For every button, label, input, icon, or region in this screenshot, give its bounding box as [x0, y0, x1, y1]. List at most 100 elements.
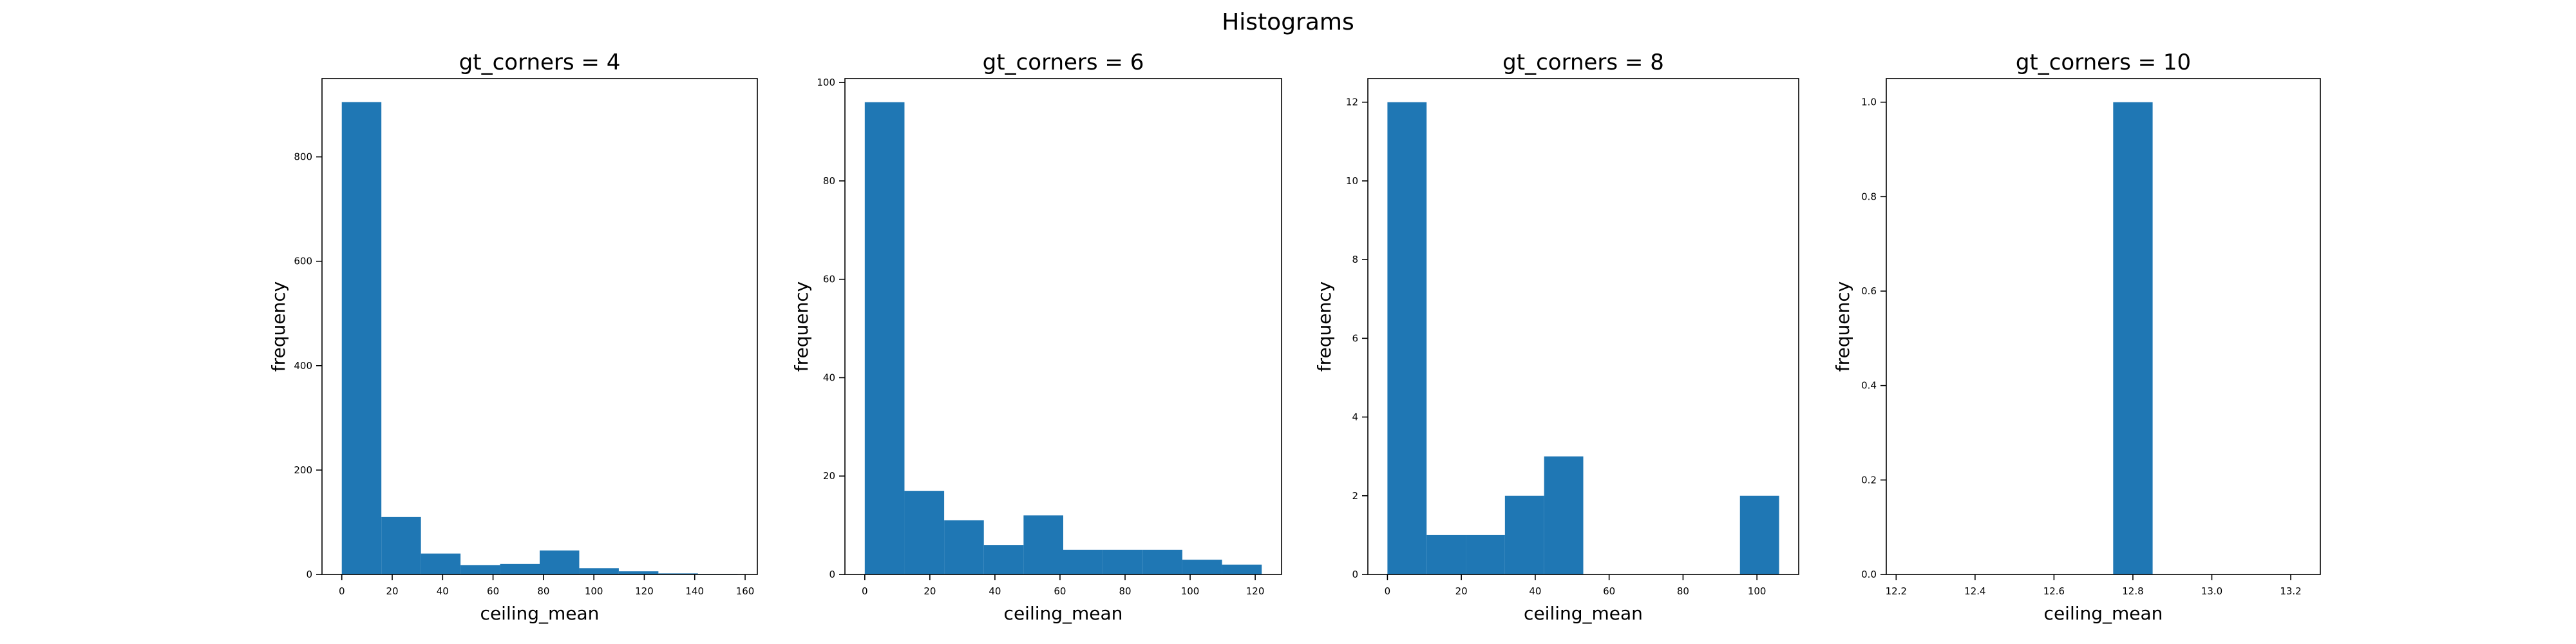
- y-tick-label: 80: [823, 175, 835, 187]
- histogram-bar: [421, 553, 461, 574]
- x-axis-label: ceiling_mean: [480, 603, 600, 624]
- x-tick-label: 140: [685, 585, 704, 597]
- histogram-bar: [1142, 549, 1182, 574]
- histogram-bar: [579, 568, 619, 574]
- x-tick-label: 13.2: [2280, 585, 2301, 597]
- x-tick-label: 40: [437, 585, 449, 597]
- y-tick-label: 4: [1352, 412, 1358, 423]
- histogram-bar: [1544, 456, 1584, 574]
- y-tick-label: 0.6: [1861, 285, 1877, 297]
- histogram-bar: [944, 520, 984, 574]
- axes-frame: [1367, 78, 1799, 575]
- panel-title: gt_corners = 6: [983, 50, 1144, 75]
- y-tick-label: 1.0: [1861, 97, 1877, 108]
- y-tick-label: 0.0: [1861, 569, 1877, 580]
- y-tick-label: 800: [294, 151, 312, 163]
- x-tick-label: 0: [339, 585, 345, 597]
- x-tick-label: 0: [1385, 585, 1391, 597]
- y-tick-label: 400: [294, 360, 312, 372]
- x-tick-label: 12.2: [1886, 585, 1907, 597]
- x-tick-label: 60: [1054, 585, 1066, 597]
- y-tick-label: 0.4: [1861, 380, 1877, 392]
- x-tick-label: 60: [487, 585, 499, 597]
- histogram-panel-4: 12.2 12.4 12.6 12.8 13.0 13.2 0.0 0.2 0.4 0.6 0.8 1…: [1832, 50, 2321, 624]
- y-tick-label: 200: [294, 464, 312, 476]
- panel-title: gt_corners = 8: [1502, 50, 1664, 75]
- histogram-bar: [1063, 549, 1103, 574]
- x-tick-label: 100: [1748, 585, 1766, 597]
- x-tick-label: 0: [862, 585, 868, 597]
- histogram-bar: [1387, 102, 1427, 574]
- histogram-panel-1: 0 20 40 60 80 100 120 140 160 0 200 400 600 800 gt_cor…: [268, 50, 758, 624]
- histogram-bar: [1222, 564, 1262, 574]
- panel-title: gt_corners = 4: [459, 50, 621, 75]
- axes-frame: [1886, 78, 2321, 575]
- histogram-bar: [1426, 535, 1466, 574]
- x-tick-label: 120: [635, 585, 654, 597]
- x-tick-label: 12.6: [2043, 585, 2065, 597]
- histogram-bar: [658, 573, 698, 574]
- histogram-bar: [904, 491, 945, 574]
- figure-title: Histograms: [1222, 9, 1354, 35]
- histogram-bar: [1182, 560, 1222, 574]
- x-axis-label: ceiling_mean: [1524, 603, 1643, 624]
- y-axis-label: frequency: [791, 281, 812, 372]
- histogram-bar: [1504, 495, 1544, 574]
- x-tick-label: 20: [1455, 585, 1468, 597]
- y-tick-label: 600: [294, 256, 312, 267]
- y-tick-label: 0: [306, 569, 312, 580]
- histogram-bar: [341, 102, 382, 574]
- x-axis-label: ceiling_mean: [2044, 603, 2163, 624]
- histogram-bar: [500, 564, 540, 574]
- histogram-bar: [983, 545, 1024, 574]
- y-axis-label: frequency: [268, 281, 289, 372]
- y-tick-label: 40: [823, 372, 835, 383]
- x-axis-label: ceiling_mean: [1004, 603, 1123, 624]
- x-tick-label: 12.4: [1964, 585, 1985, 597]
- x-tick-label: 100: [1181, 585, 1200, 597]
- y-tick-label: 6: [1352, 332, 1358, 344]
- y-tick-label: 60: [823, 274, 835, 285]
- x-tick-label: 80: [537, 585, 549, 597]
- x-tick-label: 13.0: [2201, 585, 2222, 597]
- histogram-panel-3: 0 20 40 60 80 100 0 2 4 6 8 10 12 gt_corners = 8 ceili…: [1314, 50, 1799, 624]
- y-tick-label: 10: [1346, 175, 1358, 187]
- x-tick-label: 100: [585, 585, 603, 597]
- y-tick-label: 0.2: [1861, 474, 1877, 486]
- histogram-bar: [460, 565, 500, 574]
- x-tick-label: 160: [736, 585, 755, 597]
- y-tick-label: 0.8: [1861, 191, 1877, 202]
- y-tick-label: 0: [1352, 569, 1358, 580]
- x-tick-label: 12.8: [2122, 585, 2143, 597]
- x-tick-label: 80: [1119, 585, 1131, 597]
- axes-frame: [321, 78, 758, 575]
- panel-title: gt_corners = 10: [2016, 50, 2191, 75]
- x-tick-label: 40: [989, 585, 1001, 597]
- x-tick-label: 40: [1529, 585, 1541, 597]
- histogram-bar: [540, 550, 580, 574]
- x-tick-label: 120: [1246, 585, 1265, 597]
- y-tick-label: 0: [829, 569, 835, 580]
- histogram-bar: [1103, 549, 1143, 574]
- y-tick-label: 100: [817, 77, 835, 88]
- x-tick-label: 20: [386, 585, 398, 597]
- y-axis-label: frequency: [1832, 281, 1853, 372]
- histogram-panel-2: 0 20 40 60 80 100 120 0 20 40 60 80 100 gt_corners = …: [791, 50, 1282, 624]
- histogram-bar: [1466, 535, 1505, 574]
- histogram-bar: [864, 102, 905, 574]
- y-tick-label: 12: [1346, 97, 1358, 108]
- histogram-bar: [2113, 102, 2153, 574]
- x-tick-label: 20: [923, 585, 936, 597]
- y-tick-label: 2: [1352, 490, 1358, 502]
- histogram-bar: [1023, 515, 1063, 574]
- histogram-bar: [618, 571, 659, 574]
- histogram-bar: [381, 516, 421, 574]
- x-tick-label: 60: [1603, 585, 1615, 597]
- x-tick-label: 80: [1677, 585, 1689, 597]
- y-tick-label: 8: [1352, 254, 1358, 265]
- y-axis-label: frequency: [1314, 281, 1335, 372]
- histogram-bar: [1739, 495, 1779, 574]
- y-tick-label: 20: [823, 470, 835, 482]
